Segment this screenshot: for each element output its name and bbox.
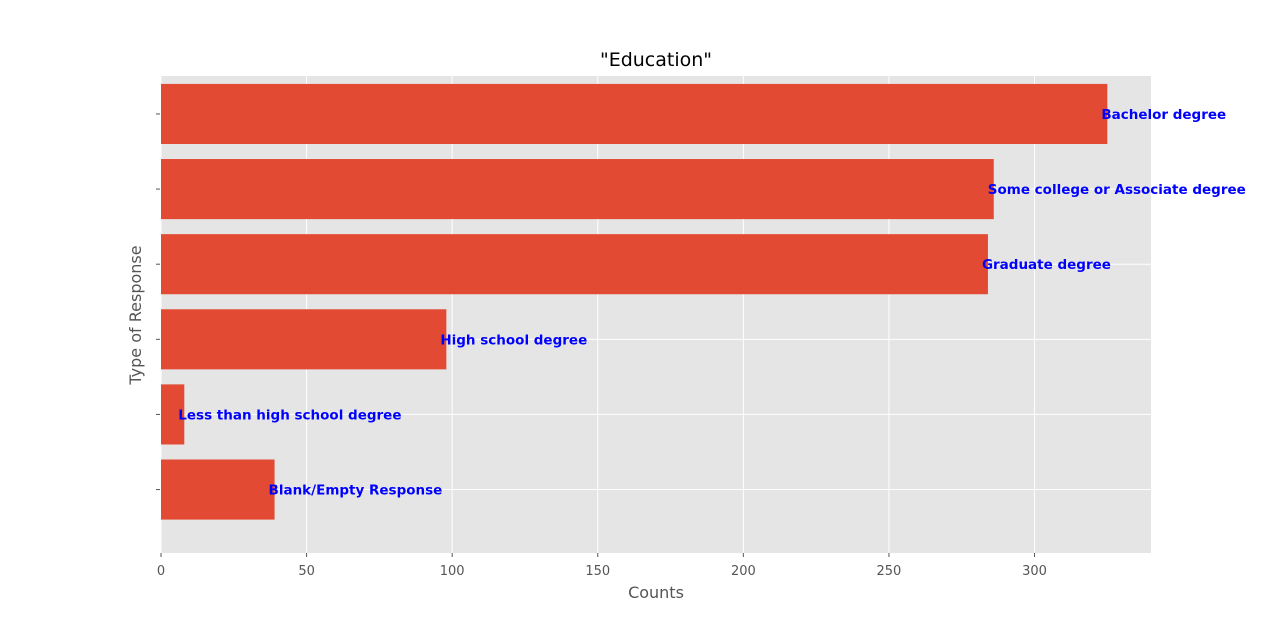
- bar: [161, 83, 1108, 145]
- x-axis-label: Counts: [628, 583, 684, 602]
- bar-label: Less than high school degree: [178, 407, 401, 423]
- bar: [161, 159, 994, 220]
- bar-label: High school degree: [440, 332, 587, 348]
- x-tick-label: 300: [1022, 564, 1047, 579]
- bar: [161, 309, 447, 370]
- bar-label: Blank/Empty Response: [269, 483, 443, 499]
- bar-label: Bachelor degree: [1101, 107, 1226, 123]
- x-tick-label: 250: [877, 564, 902, 579]
- bar-label: Some college or Associate degree: [988, 182, 1246, 198]
- bar-labels: Blank/Empty Response Less than high schoo…: [178, 107, 1246, 499]
- y-axis-label: Type of Response: [126, 245, 145, 385]
- chart-title: "Education": [600, 49, 712, 71]
- x-tick-label: 0: [157, 564, 165, 579]
- x-tick-label: 50: [298, 564, 315, 579]
- bar-label: Graduate degree: [982, 257, 1111, 273]
- bars: [161, 83, 1108, 520]
- bar: [161, 384, 185, 445]
- x-axis: 0 50 100 150 200 250 300: [157, 553, 1047, 579]
- x-tick-label: 150: [585, 564, 610, 579]
- y-axis: [156, 113, 160, 491]
- x-tick-label: 200: [731, 564, 756, 579]
- bar: [161, 234, 988, 295]
- bar: [161, 459, 275, 520]
- x-tick-label: 100: [440, 564, 465, 579]
